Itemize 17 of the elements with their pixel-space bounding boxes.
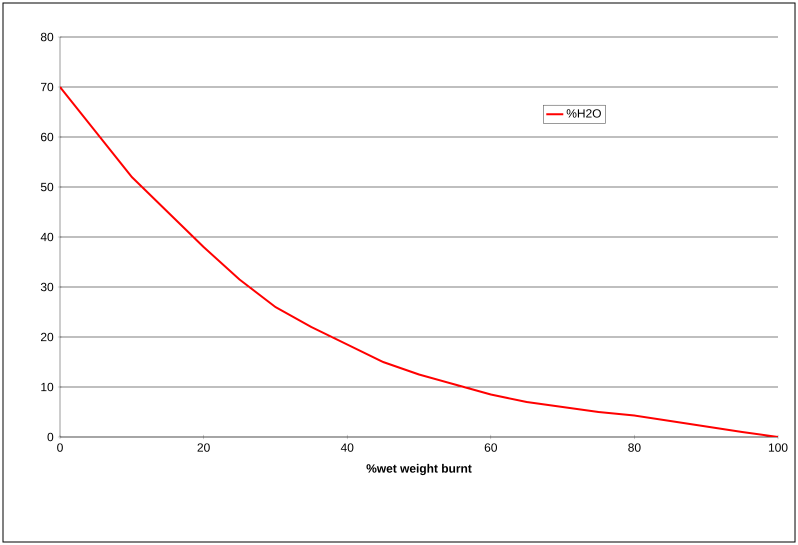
x-tick-label: 0 bbox=[57, 443, 63, 452]
y-tick-label: 30 bbox=[40, 282, 54, 292]
y-tick-label: 10 bbox=[41, 382, 54, 392]
y-tick-label: 70 bbox=[41, 82, 54, 92]
x-tick-label: 80 bbox=[628, 443, 641, 452]
x-tick-label: 40 bbox=[340, 443, 354, 452]
legend-label: %H2O bbox=[566, 109, 601, 118]
y-tick-label: 0 bbox=[48, 432, 54, 442]
x-axis-title: %wet weight burnt bbox=[366, 464, 472, 476]
y-tick-label: 60 bbox=[41, 132, 54, 142]
x-tick-label: 20 bbox=[198, 443, 210, 452]
y-tick-label: 80 bbox=[40, 32, 54, 42]
y-tick-label: 40 bbox=[40, 232, 54, 242]
y-tick-label: 20 bbox=[40, 332, 54, 342]
y-tick-label: 50 bbox=[40, 182, 54, 192]
x-tick-label: 60 bbox=[484, 443, 497, 452]
x-tick-label: 100 bbox=[768, 443, 788, 452]
